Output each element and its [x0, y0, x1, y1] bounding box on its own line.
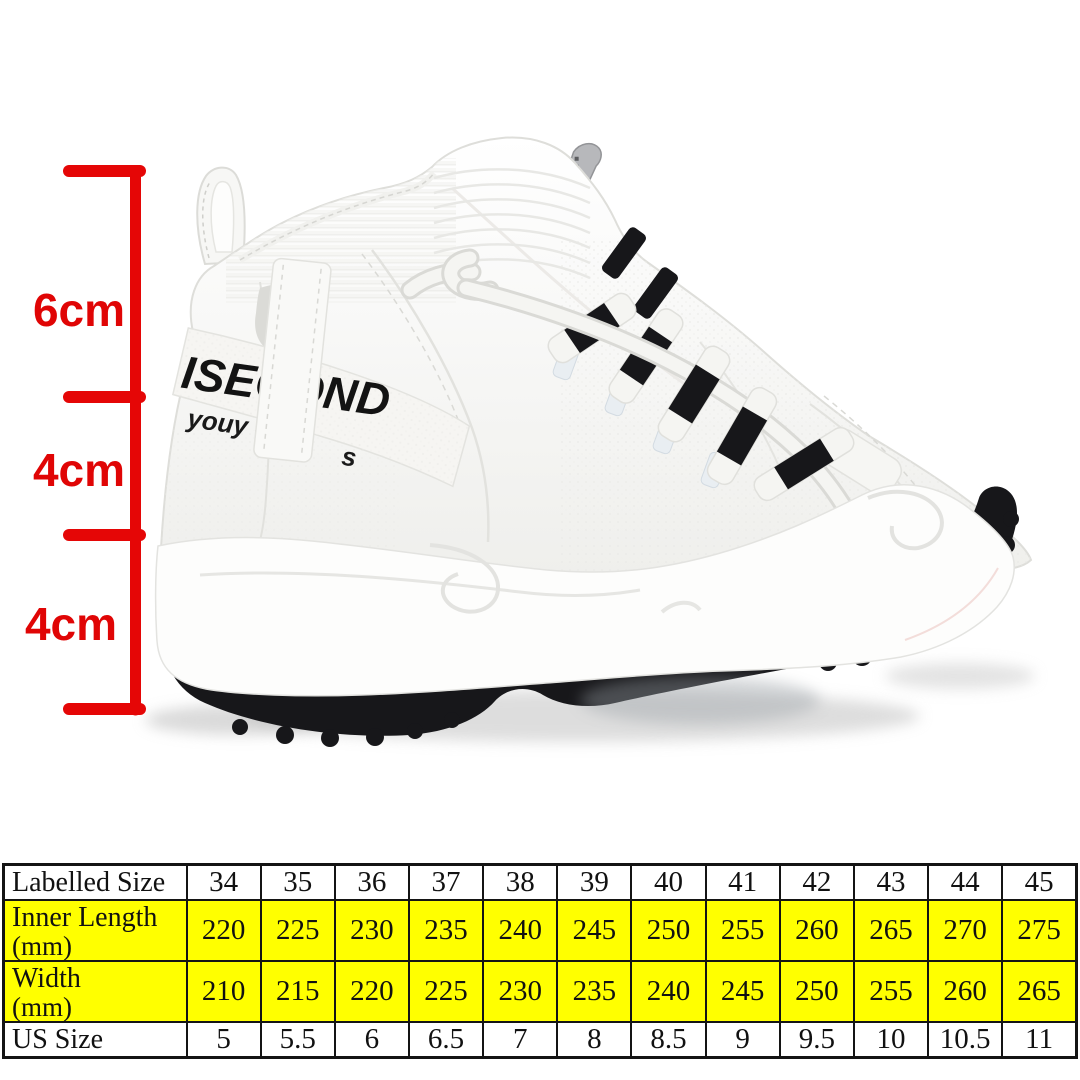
width-cell: 255 [852, 960, 930, 1023]
heel-tagline-suffix: s [340, 441, 359, 473]
us-size-cell: 6 [333, 1021, 410, 1059]
measurement-label-4cm-upper: 4cm [32, 444, 126, 496]
table-row-us-size: US Size 5 5.5 6 6.5 7 8 8.5 9 9.5 10 10.… [2, 1021, 1078, 1059]
length-cell: 275 [1001, 899, 1078, 962]
size-chart-table: Labelled Size 34 35 36 37 38 39 40 41 42… [2, 863, 1078, 1059]
width-cell: 230 [482, 960, 559, 1023]
length-cell: 225 [259, 899, 336, 962]
width-cell: 235 [556, 960, 633, 1023]
width-cell: 225 [407, 960, 485, 1023]
us-size-cell: 5 [185, 1021, 262, 1059]
us-size-cell: 11 [1001, 1021, 1078, 1059]
size-cell: 41 [704, 863, 781, 901]
measurement-label-6cm: 6cm [32, 284, 126, 336]
us-size-cell: 10.5 [927, 1021, 1004, 1059]
measurement-label-4cm-lower: 4cm [24, 598, 118, 650]
width-cell: 220 [333, 960, 410, 1023]
width-cell: 265 [1001, 960, 1078, 1023]
us-size-cell: 8.5 [630, 1021, 707, 1059]
length-cell: 250 [630, 899, 707, 962]
lace-black-dashes [602, 227, 678, 319]
length-cell: 260 [778, 899, 855, 962]
table-row-labelled-size: Labelled Size 34 35 36 37 38 39 40 41 42… [2, 863, 1078, 901]
length-cell: 230 [333, 899, 410, 962]
us-size-cell: 5.5 [259, 1021, 336, 1059]
length-cell: 265 [852, 899, 930, 962]
size-cell: 44 [927, 863, 1004, 901]
size-cell: 35 [259, 863, 336, 901]
width-cell: 250 [778, 960, 855, 1023]
size-cell: 37 [407, 863, 485, 901]
table-row-width: Width (mm) 210 215 220 225 230 235 240 24… [2, 960, 1078, 1023]
lace-straps-front [657, 345, 902, 502]
size-cell: 39 [556, 863, 633, 901]
heel-strap [253, 257, 332, 463]
length-cell: 240 [482, 899, 559, 962]
length-cell: 220 [185, 899, 262, 962]
measure-bracket [63, 165, 146, 716]
size-cell: 38 [482, 863, 559, 901]
size-cell: 36 [333, 863, 410, 901]
us-size-cell: 7 [482, 1021, 559, 1059]
width-cell: 260 [927, 960, 1004, 1023]
midsole [154, 484, 1015, 697]
row-label: Width (mm) [2, 960, 188, 1023]
us-size-cell: 10 [852, 1021, 930, 1059]
heel-pull-tab [196, 166, 246, 266]
row-label: Labelled Size [2, 863, 188, 901]
us-size-cell: 6.5 [407, 1021, 485, 1059]
size-cell: 43 [852, 863, 930, 901]
width-cell: 210 [185, 960, 262, 1023]
length-cell: 270 [927, 899, 1004, 962]
size-cell: 42 [778, 863, 855, 901]
table-row-inner-length: Inner Length (mm) 220 225 230 235 240 245… [2, 899, 1078, 962]
us-size-cell: 9 [704, 1021, 781, 1059]
row-label: Inner Length (mm) [2, 899, 188, 962]
width-cell: 245 [704, 960, 781, 1023]
us-size-cell: 9.5 [778, 1021, 855, 1059]
width-cell: 240 [630, 960, 707, 1023]
size-cell: 45 [1001, 863, 1078, 901]
size-cell: 34 [185, 863, 262, 901]
length-cell: 255 [704, 899, 781, 962]
us-size-cell: 8 [556, 1021, 633, 1059]
size-cell: 40 [630, 863, 707, 901]
row-label: US Size [2, 1021, 188, 1059]
length-cell: 245 [556, 899, 633, 962]
length-cell: 235 [407, 899, 485, 962]
width-cell: 215 [259, 960, 336, 1023]
